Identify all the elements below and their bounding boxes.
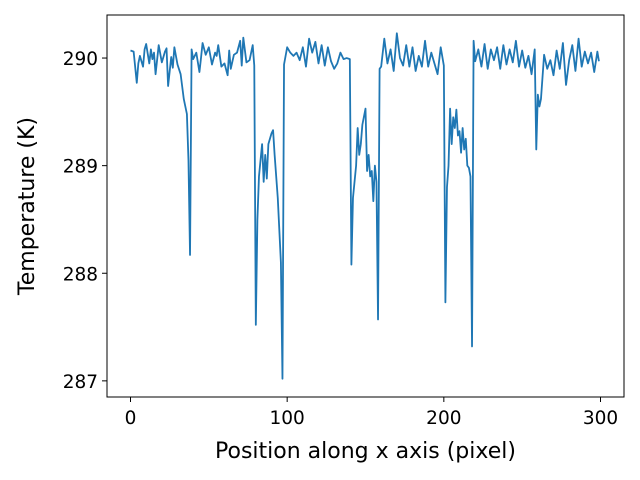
- x-axis-ticks: 0 100 200 300: [125, 397, 618, 429]
- x-tick-label: 200: [426, 408, 461, 429]
- series-line-0: [130, 32, 600, 380]
- x-axis-label: Position along x axis (pixel): [215, 439, 516, 464]
- y-tick-label: 287: [63, 372, 98, 393]
- x-tick-label: 300: [583, 408, 618, 429]
- axes-frame: [106, 14, 625, 398]
- y-axis-ticks: 287 288 289 290: [63, 49, 107, 393]
- y-tick-label: 288: [63, 264, 98, 285]
- y-tick-label: 289: [63, 157, 98, 178]
- y-tick-label: 290: [63, 49, 98, 70]
- y-axis-label: Temperature (K): [15, 117, 40, 296]
- x-tick-label: 0: [125, 408, 137, 429]
- x-tick-label: 100: [270, 408, 305, 429]
- plot-area: [130, 32, 600, 380]
